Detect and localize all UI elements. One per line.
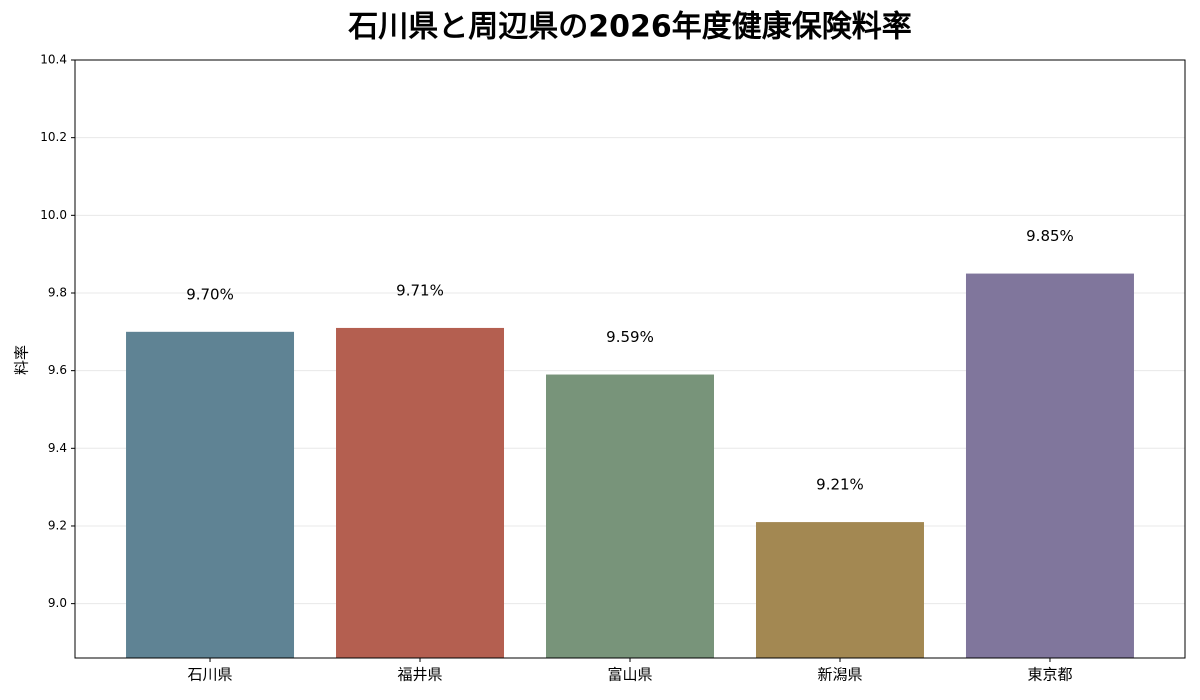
bar	[336, 327, 505, 658]
bar	[755, 522, 924, 658]
y-tick-label: 9.6	[48, 363, 67, 377]
x-tick-label: 富山県	[607, 666, 652, 684]
x-tick-label: 福井県	[398, 666, 443, 684]
value-label: 9.59%	[606, 328, 654, 346]
value-label: 9.71%	[396, 281, 444, 299]
value-label: 9.21%	[816, 476, 864, 494]
chart-title: 石川県と周辺県の2026年度健康保険料率	[347, 10, 912, 45]
y-tick-label: 9.0	[48, 596, 67, 610]
x-tick-label: 東京都	[1027, 666, 1072, 684]
y-tick-label: 10.4	[40, 53, 67, 67]
value-label: 9.85%	[1026, 227, 1074, 245]
y-tick-label: 10.0	[40, 208, 67, 222]
y-tick-label: 10.2	[40, 130, 67, 144]
bar	[546, 374, 714, 658]
bar	[965, 273, 1134, 658]
y-tick-label: 9.2	[48, 518, 67, 532]
bar	[126, 331, 295, 658]
y-axis-label: 料率	[13, 345, 31, 375]
plot-frame	[74, 59, 1186, 659]
y-tick-label: 9.8	[48, 285, 67, 299]
y-tick-label: 9.4	[48, 441, 67, 455]
value-label: 9.70%	[186, 285, 234, 303]
x-tick-label: 石川県	[188, 666, 233, 684]
x-tick-label: 新潟県	[817, 666, 862, 684]
